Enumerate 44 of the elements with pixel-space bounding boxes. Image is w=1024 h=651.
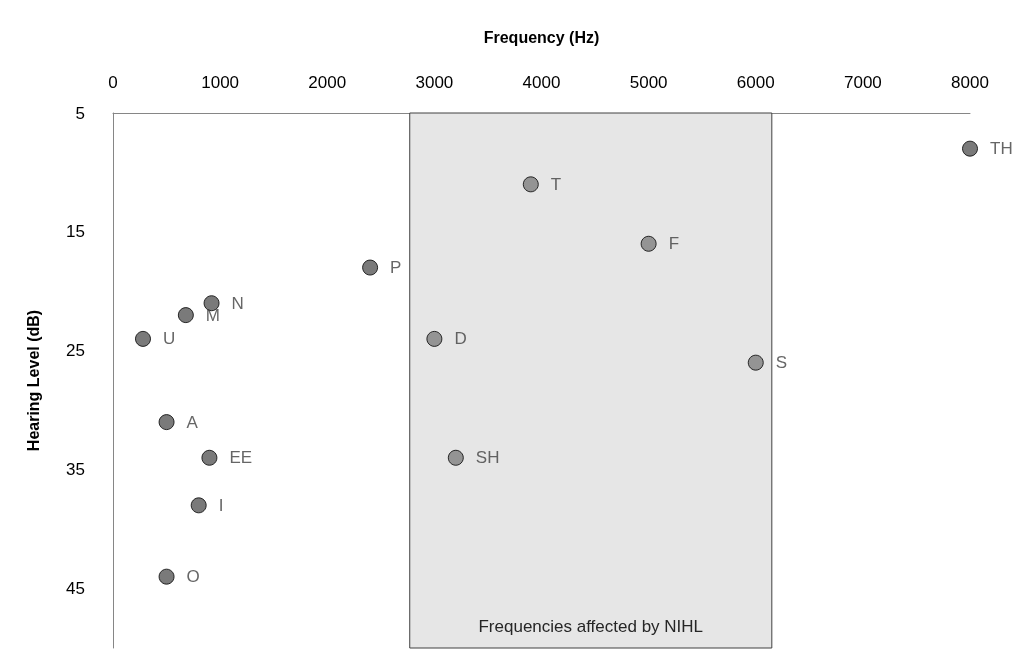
point (158, 568, 175, 585)
y-tick-label: 35 (66, 460, 85, 480)
data-label: P (390, 258, 402, 278)
data-label: T (550, 174, 562, 194)
band-label: Frequencies affected by NIHL (478, 616, 704, 636)
point (158, 414, 175, 431)
y-tick-label: 15 (66, 222, 85, 242)
data-label: O (186, 567, 200, 587)
point (640, 235, 657, 252)
x-tick-label: 5000 (629, 73, 668, 92)
data-label: SH (475, 448, 500, 468)
x-axis-title: Frequency (Hz) (483, 28, 600, 46)
data-label: F (668, 234, 680, 254)
data-label: S (775, 353, 788, 373)
x-tick-label: 6000 (736, 73, 775, 92)
x-tick-label: 1000 (201, 73, 240, 92)
point (362, 259, 379, 276)
data-label: A (186, 412, 199, 432)
x-tick-label: 0 (108, 73, 118, 92)
x-tick-label: 2000 (308, 73, 347, 92)
data-label: TH (990, 139, 1013, 159)
point (177, 307, 194, 324)
point (426, 330, 443, 347)
x-tick-label: 7000 (843, 73, 882, 92)
x-tick-label: 3000 (415, 73, 454, 92)
data-label: U (162, 329, 176, 349)
data-label: M (205, 305, 221, 325)
y-tick-label: 25 (66, 341, 85, 361)
y-tick-label: 45 (66, 579, 85, 599)
point (201, 449, 218, 466)
point (747, 354, 764, 371)
point (522, 176, 539, 193)
data-label: I (218, 495, 224, 515)
point (135, 330, 151, 347)
point (190, 497, 207, 514)
point (962, 140, 978, 157)
y-axis-title: Hearing Level (dB) (24, 309, 42, 452)
y-tick-label: 5 (75, 103, 85, 123)
data-label: EE (229, 448, 253, 468)
x-tick-label: 4000 (522, 73, 561, 92)
data-label: N (231, 293, 244, 313)
data-label: D (454, 329, 467, 349)
x-tick-label: 8000 (951, 73, 989, 92)
point (447, 449, 464, 466)
